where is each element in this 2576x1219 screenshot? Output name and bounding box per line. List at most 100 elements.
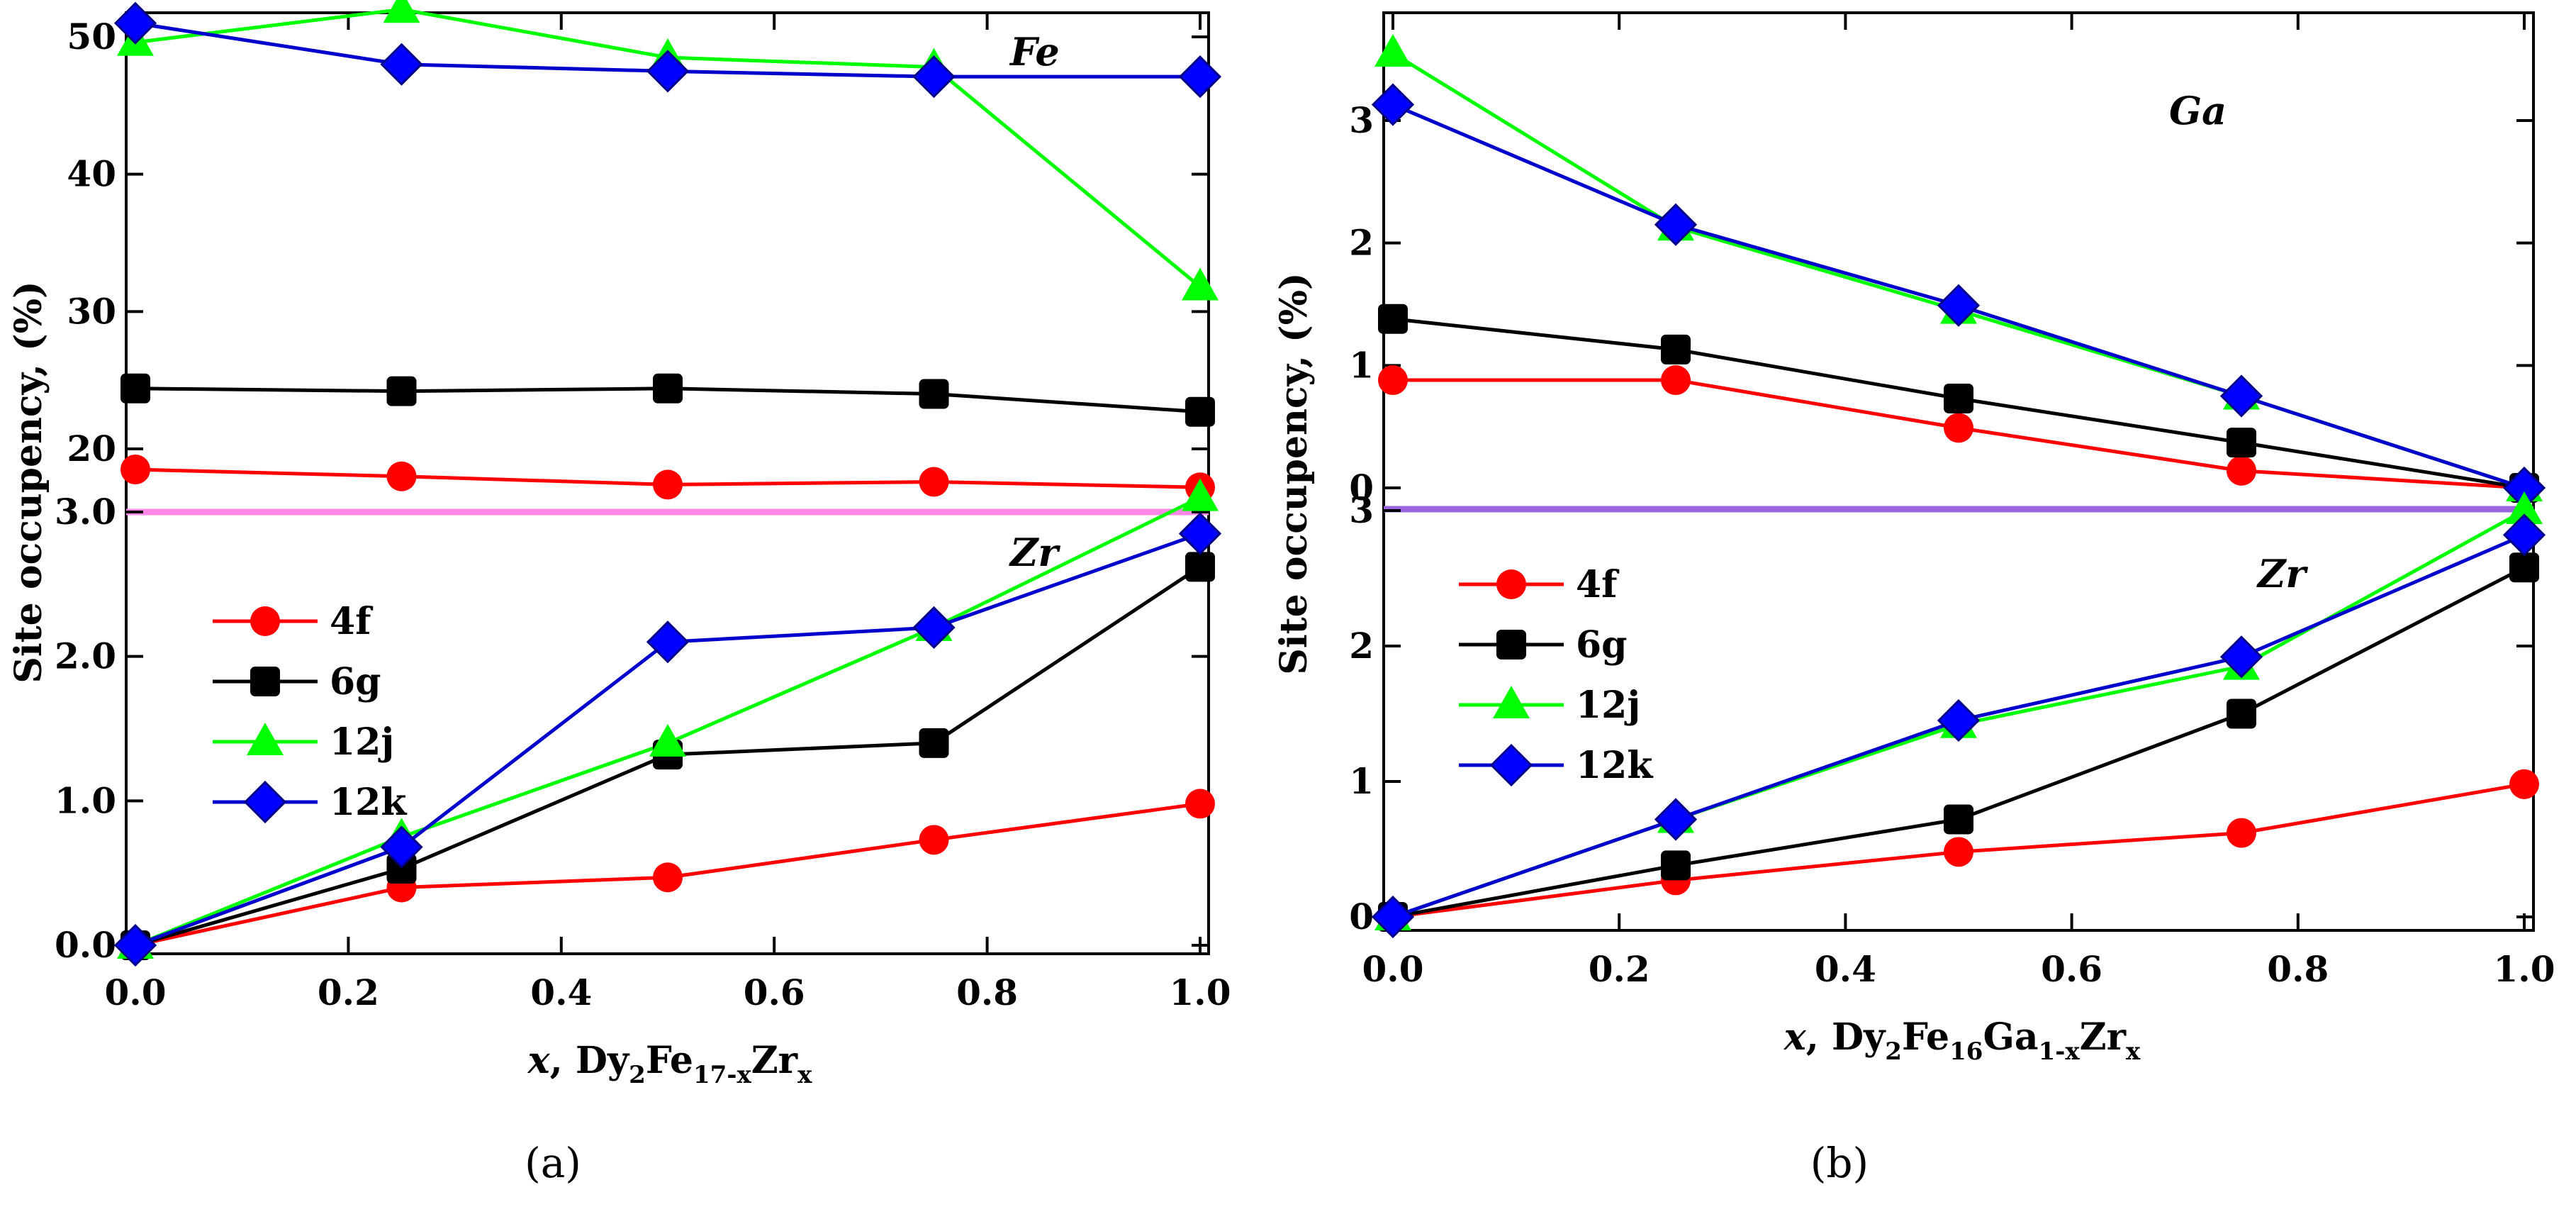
legend-marker-4f (250, 606, 280, 636)
x-axis-formula-part: 16 (1949, 1037, 1983, 1066)
legend-label-12j: 12j (330, 720, 394, 764)
data-point-4f (386, 461, 417, 491)
x-axis-formula-part: 1-x (2039, 1037, 2081, 1066)
data-point-6g (1185, 396, 1215, 427)
legend-marker-6g (1496, 630, 1526, 659)
x-tick-label: 0.6 (744, 972, 805, 1013)
y-tick-label-bottom: 2 (1349, 625, 1374, 667)
y-tick-label-top: 40 (67, 153, 116, 195)
data-point-12k (2502, 513, 2546, 557)
x-axis-separator: , (1806, 1015, 1832, 1059)
legend-label-12k: 12k (1576, 744, 1653, 787)
x-axis-formula-part: 2 (1885, 1037, 1902, 1066)
legend-label-12j: 12j (1576, 684, 1640, 727)
y-tick-label-top: 3 (1349, 99, 1374, 141)
x-axis-formula-part: 2 (629, 1061, 646, 1089)
data-point-6g (1378, 304, 1408, 334)
data-point-12k (1937, 284, 1981, 327)
element-label-bottom: Zr (1009, 530, 1060, 575)
y-tick-label-top: 1 (1349, 344, 1374, 386)
data-point-4f (919, 467, 949, 497)
data-point-6g (386, 854, 417, 884)
data-point-12k (2219, 374, 2263, 418)
x-tick-label: 0.2 (1589, 948, 1650, 990)
data-point-6g (653, 373, 683, 403)
data-point-4f (2227, 818, 2256, 848)
data-point-12k (380, 825, 423, 869)
y-tick-label-bottom: 3 (1349, 489, 1374, 531)
data-point-6g (1944, 804, 1973, 835)
x-tick-label: 0.2 (318, 972, 379, 1013)
y-tick-label-top: 30 (67, 290, 116, 332)
x-axis-separator: , (550, 1039, 576, 1082)
x-tick-label: 0.8 (956, 972, 1018, 1013)
data-point-12j (383, 0, 420, 23)
data-point-4f (653, 469, 683, 500)
legend-label-6g: 6g (330, 660, 381, 703)
x-axis-formula-part: 17-x (693, 1061, 751, 1089)
data-point-4f (1378, 365, 1408, 396)
data-point-6g (1185, 552, 1215, 582)
panel-label: (a) (525, 1139, 581, 1187)
y-tick-label-top: 0 (1349, 467, 1374, 508)
data-point-12k (912, 55, 956, 99)
x-axis-formula-part: Zr (751, 1039, 798, 1082)
x-axis-formula-part: Dy (576, 1039, 630, 1082)
legend-label-4f: 4f (330, 600, 374, 643)
element-label-bottom: Zr (2256, 551, 2308, 596)
x-axis-variable: x (527, 1039, 551, 1082)
data-point-4f (1661, 365, 1691, 396)
data-point-12k (912, 606, 956, 650)
data-point-12j (649, 723, 686, 757)
y-axis-label: Site occupency, (%) (1272, 272, 1316, 674)
data-point-4f (919, 825, 949, 855)
data-point-6g (386, 376, 417, 406)
legend-marker-12k (243, 780, 287, 824)
x-axis-formula-part: Dy (1832, 1015, 1886, 1059)
x-axis-formula-part: x (797, 1061, 812, 1089)
data-point-12k (2219, 635, 2263, 679)
data-point-12k (380, 43, 423, 86)
x-tick-label: 0.6 (2041, 948, 2102, 990)
data-point-12j (1374, 34, 1411, 67)
y-tick-label-bottom: 3.0 (55, 491, 116, 533)
x-axis-formula-part: Ga (1983, 1015, 2038, 1059)
x-tick-label: 1.0 (2494, 948, 2555, 990)
data-point-4f (1944, 413, 1973, 443)
x-axis-formula-part: x (2126, 1037, 2141, 1066)
data-point-12j (1182, 478, 1219, 511)
x-axis-formula-part: Fe (1902, 1015, 1949, 1059)
data-point-12k (1178, 55, 1222, 99)
y-tick-label-top: 2 (1349, 222, 1374, 264)
data-point-4f (2509, 769, 2539, 799)
data-point-12k (1178, 512, 1222, 555)
data-point-12k (646, 620, 690, 664)
panel-a: 0.0 0.2 0.4 0.6 0.8 1.0 20 30 40 50 0.0 1.0 2.0 3.0 Fe… (7, 0, 1231, 1187)
data-point-4f (1185, 789, 1215, 819)
x-tick-label: 0.4 (1815, 948, 1876, 990)
x-tick-label: 0.0 (1362, 948, 1424, 990)
x-tick-label: 0.0 (105, 972, 167, 1013)
legend-label-4f: 4f (1576, 563, 1620, 606)
x-axis-formula-part: Fe (646, 1039, 693, 1082)
legend-marker-12k (1489, 743, 1533, 787)
data-point-6g (1944, 383, 1973, 413)
element-label-top: Fe (1009, 29, 1060, 74)
y-axis-label: Site occupency, (%) (7, 281, 50, 683)
data-point-6g (2227, 698, 2256, 729)
data-point-6g (1661, 850, 1691, 881)
y-tick-label-bottom: 1.0 (55, 779, 116, 821)
data-point-6g (2227, 428, 2256, 458)
data-point-6g (1661, 334, 1691, 364)
data-point-12k (1654, 203, 1698, 246)
data-point-12k (1371, 83, 1415, 126)
panel-b: 0.0 0.2 0.4 0.6 0.8 1.001230123GaZr4f6g12j12k… (1272, 11, 2555, 1187)
legend-marker-4f (1496, 569, 1526, 599)
plot-frame (1382, 11, 2535, 932)
data-point-12j (2506, 491, 2543, 524)
data-point-6g (919, 379, 949, 409)
legend-marker-12j (247, 723, 284, 755)
data-point-12j (1182, 267, 1219, 301)
panel-label: (b) (1810, 1139, 1869, 1187)
